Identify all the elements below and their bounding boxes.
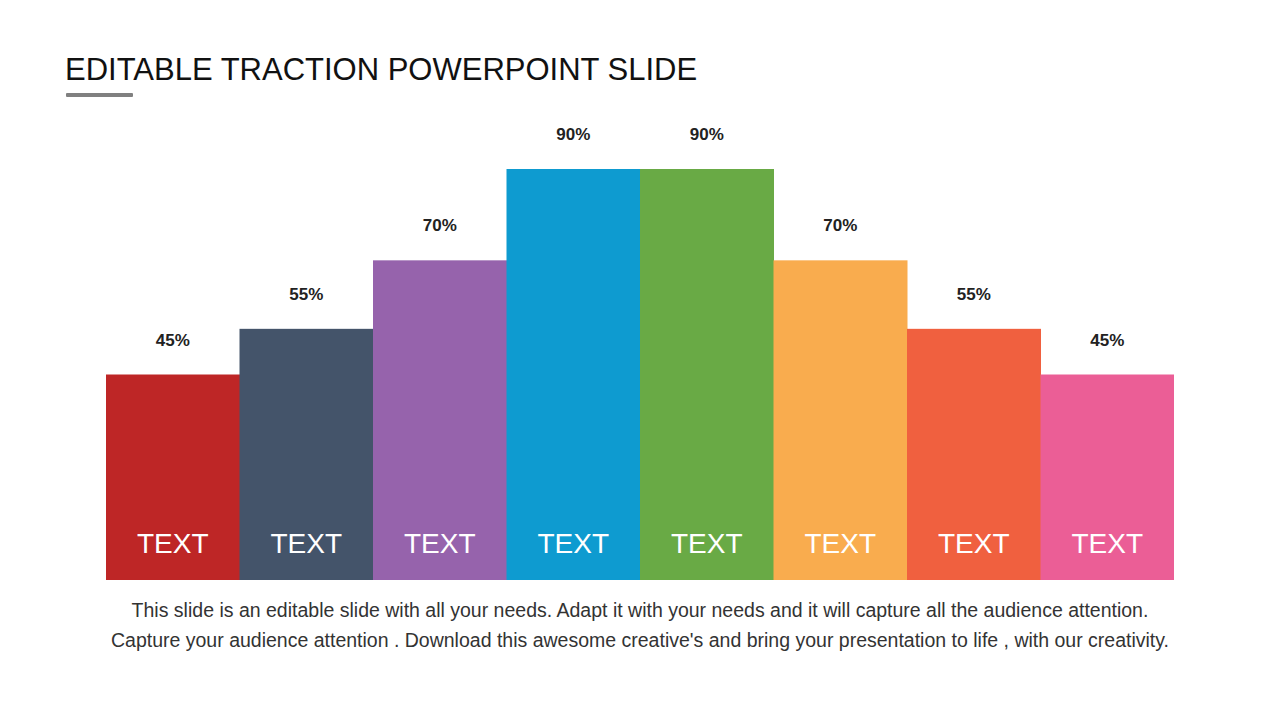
bar — [774, 260, 908, 580]
data-label: 45% — [156, 331, 190, 350]
category-label: TEXT — [804, 528, 876, 559]
category-label: TEXT — [270, 528, 342, 559]
caption: This slide is an editable slide with all… — [100, 596, 1180, 655]
data-label: 70% — [423, 216, 457, 235]
data-label: 55% — [957, 285, 991, 304]
title-underline — [66, 93, 133, 97]
title: EDITABLE TRACTION POWERPOINT SLIDE — [65, 52, 697, 87]
category-label: TEXT — [137, 528, 209, 559]
bar — [106, 375, 240, 581]
category-label: TEXT — [1071, 528, 1143, 559]
bar — [640, 169, 774, 580]
category-label: TEXT — [537, 528, 609, 559]
data-label: 45% — [1090, 331, 1124, 350]
data-label: 70% — [823, 216, 857, 235]
category-label: TEXT — [404, 528, 476, 559]
category-label: TEXT — [671, 528, 743, 559]
bar — [907, 329, 1041, 580]
bar — [507, 169, 641, 580]
data-label: 90% — [556, 125, 590, 144]
bar — [1041, 375, 1175, 581]
data-label: 55% — [289, 285, 323, 304]
data-label: 90% — [690, 125, 724, 144]
bar — [240, 329, 374, 580]
bar — [373, 260, 507, 580]
category-label: TEXT — [938, 528, 1010, 559]
bars — [106, 169, 1174, 580]
labels: 45% TEXT 55% TEXT 70% TEXT 90% TEXT 90% TEXT 70% TE… — [137, 125, 1143, 559]
